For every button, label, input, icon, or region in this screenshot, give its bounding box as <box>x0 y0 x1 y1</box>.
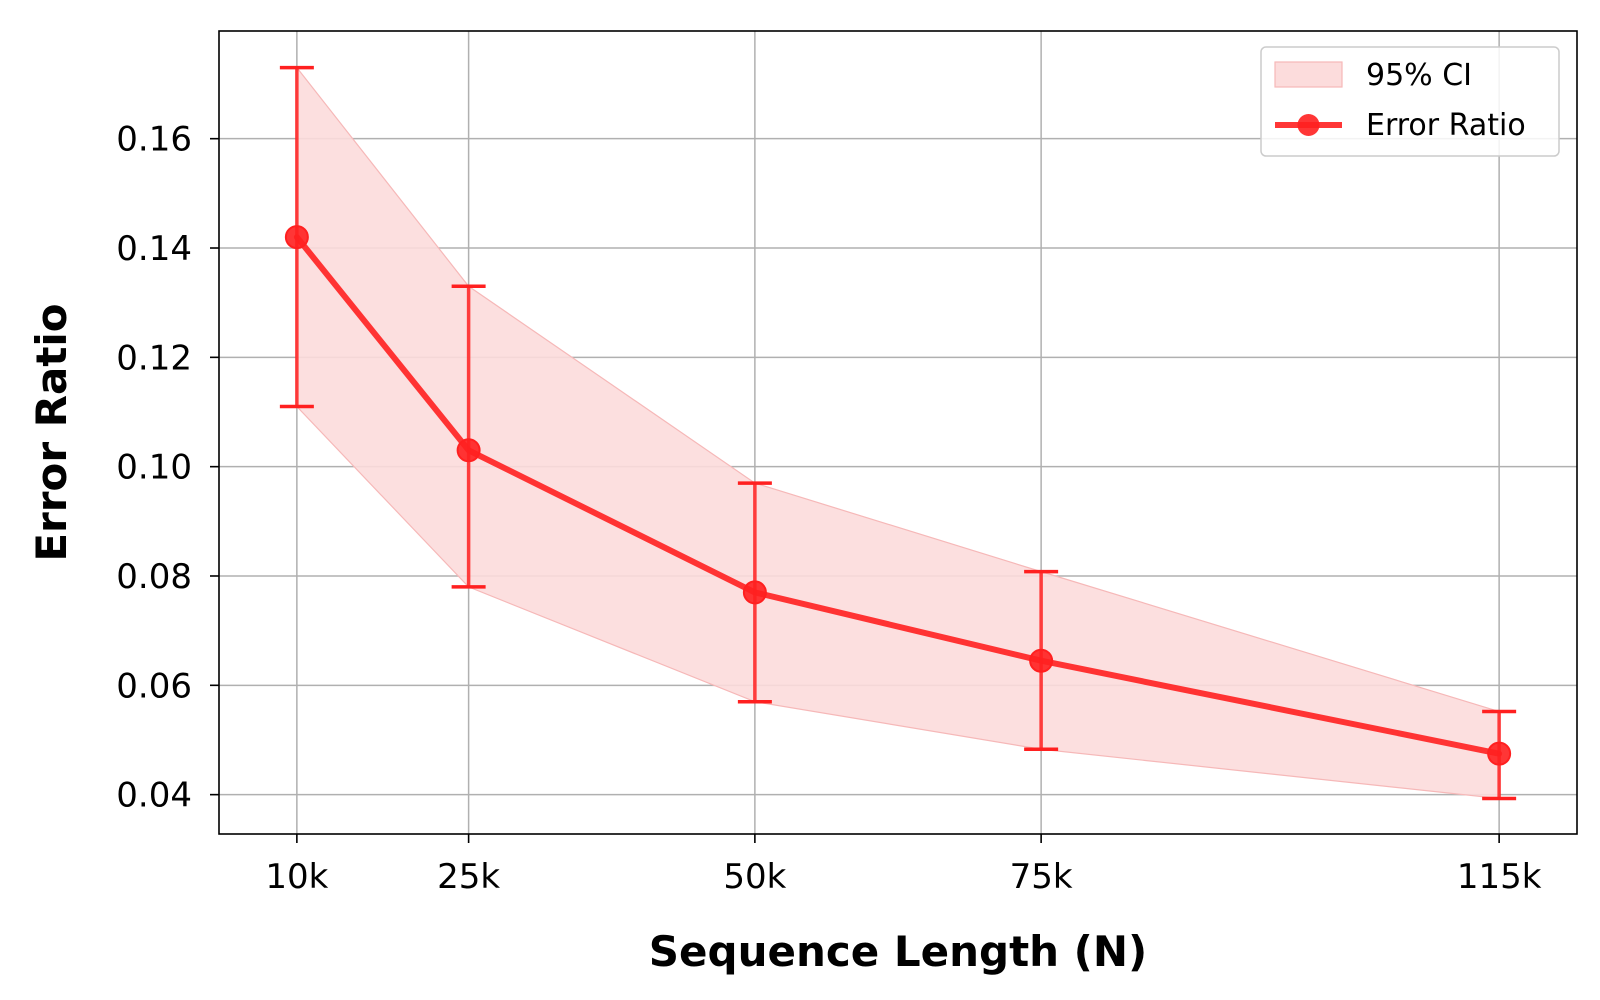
y-tick-label: 0.04 <box>116 776 192 816</box>
legend: 95% CI Error Ratio <box>1260 46 1560 157</box>
data-point <box>742 580 767 605</box>
data-point <box>456 438 481 463</box>
x-axis-title: Sequence Length (N) <box>649 927 1147 976</box>
ci-band-area <box>296 65 1500 800</box>
x-tick-label: 50k <box>723 857 786 897</box>
legend-line-label: Error Ratio <box>1366 108 1526 143</box>
y-tick-label: 0.08 <box>116 557 192 597</box>
x-tick-label: 75k <box>1010 857 1073 897</box>
y-tick-label: 0.12 <box>116 338 192 378</box>
data-point <box>284 225 309 250</box>
data-point <box>1487 741 1512 766</box>
x-tick-label: 10k <box>265 857 328 897</box>
confidence-band <box>296 65 1500 800</box>
x-ticks: 10k 25k 50k 75k 115k <box>265 834 1542 897</box>
data-points <box>284 225 1512 766</box>
legend-band-label: 95% CI <box>1366 58 1472 93</box>
grid <box>219 31 1577 834</box>
legend-point-swatch <box>1297 114 1320 136</box>
y-tick-label: 0.14 <box>116 229 192 269</box>
plot-frame <box>218 30 1578 835</box>
y-ticks: 0.04 0.06 0.08 0.10 0.12 0.14 0.16 <box>116 120 219 816</box>
x-tick-label: 115k <box>1457 857 1542 897</box>
y-axis-title: Error Ratio <box>27 303 76 561</box>
y-tick-label: 0.06 <box>116 666 192 706</box>
y-tick-label: 0.10 <box>116 448 192 488</box>
data-point <box>1029 648 1054 673</box>
y-tick-label: 0.16 <box>116 120 192 160</box>
x-tick-label: 25k <box>437 857 500 897</box>
legend-band-swatch <box>1274 61 1343 88</box>
